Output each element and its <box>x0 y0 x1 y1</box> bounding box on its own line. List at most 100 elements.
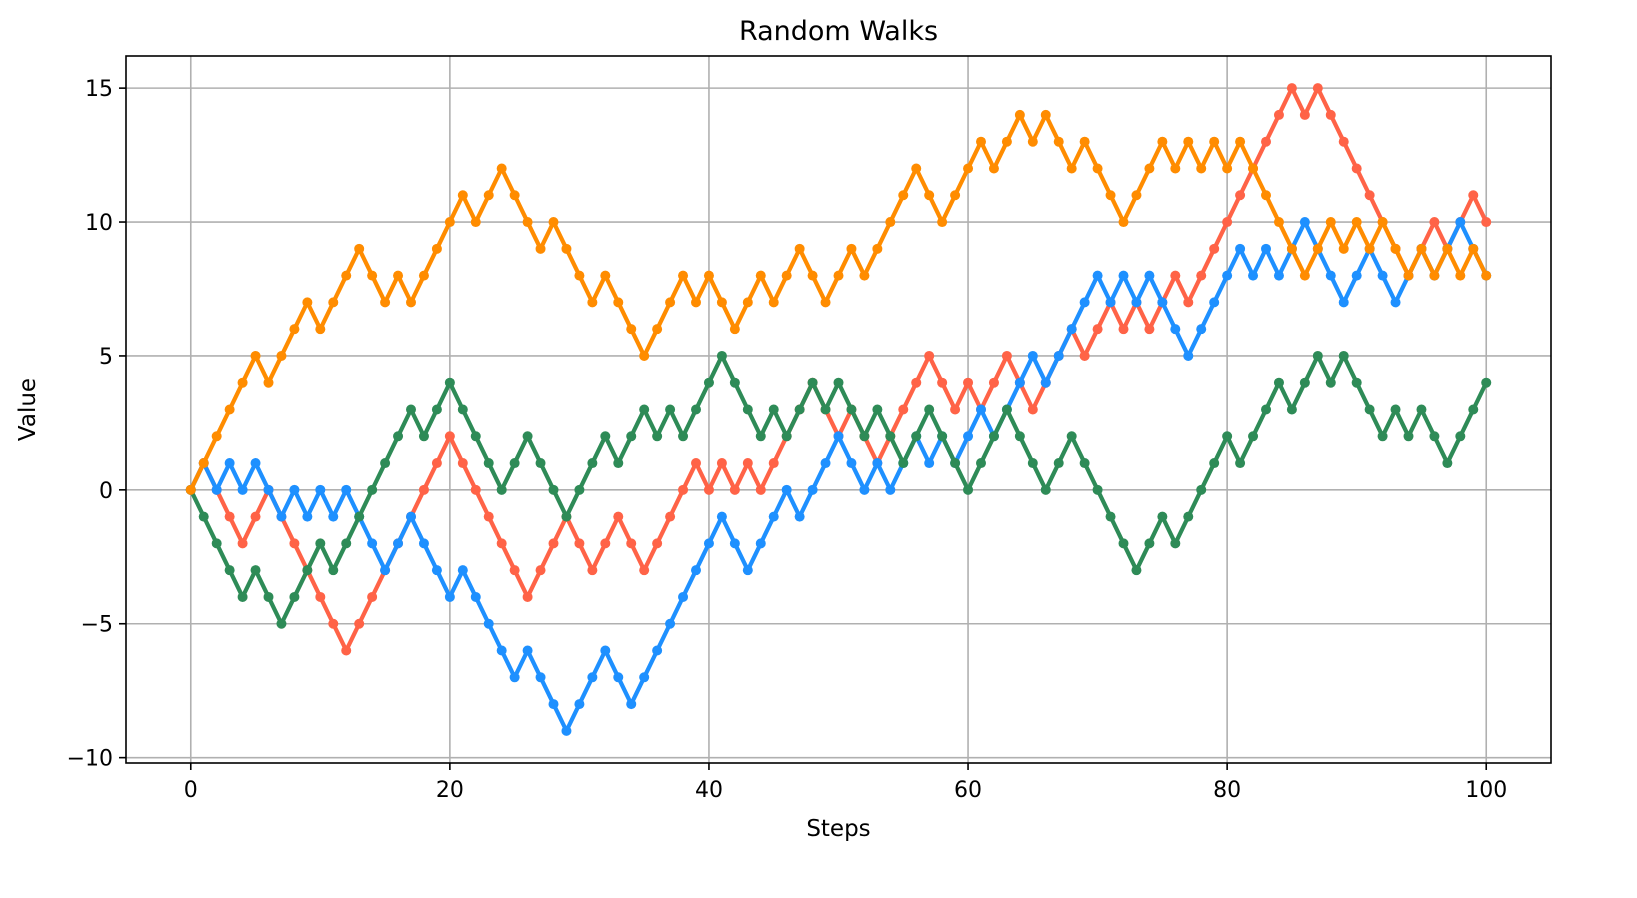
data-point <box>1429 270 1440 281</box>
y-tick-label: −5 <box>81 613 113 638</box>
data-point <box>431 565 442 576</box>
data-point <box>639 404 650 415</box>
data-point <box>924 458 935 469</box>
x-tick-label: 40 <box>695 778 723 803</box>
data-point <box>457 458 468 469</box>
data-point <box>406 297 416 308</box>
data-point <box>1053 350 1064 361</box>
data-point <box>1105 190 1116 201</box>
data-point <box>716 458 727 469</box>
data-point <box>224 511 235 522</box>
data-point <box>1209 136 1220 147</box>
data-point <box>496 484 507 495</box>
data-point <box>1248 270 1259 281</box>
data-point <box>1403 270 1414 281</box>
data-point <box>976 404 986 415</box>
data-point <box>963 163 974 174</box>
data-point <box>1222 217 1233 228</box>
data-point <box>1157 136 1168 147</box>
data-point <box>678 484 689 495</box>
data-point <box>444 217 455 228</box>
series-3 <box>185 350 1492 629</box>
data-point <box>341 645 352 656</box>
data-point <box>276 350 287 361</box>
data-point <box>341 270 352 281</box>
data-point <box>289 591 300 602</box>
data-point <box>678 431 689 442</box>
data-point <box>418 484 429 495</box>
data-point <box>341 538 352 549</box>
data-point <box>924 404 935 415</box>
data-point <box>691 458 701 469</box>
data-point <box>224 458 235 469</box>
data-point <box>315 324 326 335</box>
data-point <box>1209 458 1220 469</box>
data-point <box>1066 163 1077 174</box>
data-point <box>1079 297 1090 308</box>
data-point <box>937 217 948 228</box>
data-point <box>509 190 520 201</box>
data-point <box>678 270 689 281</box>
data-point <box>587 297 598 308</box>
data-point <box>237 377 248 388</box>
data-point <box>1261 190 1271 201</box>
data-point <box>872 458 883 469</box>
data-point <box>380 565 391 576</box>
data-point <box>393 431 404 442</box>
data-point <box>613 458 624 469</box>
data-point <box>1222 163 1233 174</box>
data-point <box>1468 404 1479 415</box>
data-point <box>522 431 533 442</box>
data-point <box>509 458 520 469</box>
data-point <box>1014 109 1025 120</box>
data-point <box>1170 163 1181 174</box>
data-point <box>846 458 857 469</box>
data-point <box>1183 136 1194 147</box>
data-point <box>1390 404 1401 415</box>
data-point <box>600 538 611 549</box>
y-tick-label: 10 <box>85 211 113 236</box>
data-point <box>1325 109 1336 120</box>
data-point <box>1390 297 1401 308</box>
data-point <box>496 538 507 549</box>
data-point <box>431 458 442 469</box>
data-point <box>1170 270 1181 281</box>
data-point <box>742 565 753 576</box>
data-point <box>548 217 559 228</box>
data-point <box>250 458 261 469</box>
data-point <box>924 350 935 361</box>
data-point <box>1053 136 1064 147</box>
data-point <box>483 190 494 201</box>
data-point <box>703 377 714 388</box>
data-point <box>509 672 520 683</box>
data-point <box>703 270 714 281</box>
data-point <box>1364 404 1375 415</box>
data-point <box>665 511 676 522</box>
data-point <box>1079 350 1090 361</box>
data-point <box>1299 217 1310 228</box>
data-point <box>263 484 274 495</box>
data-point <box>781 431 792 442</box>
data-point <box>1481 377 1492 388</box>
data-point <box>1066 431 1077 442</box>
data-point <box>574 484 585 495</box>
data-point <box>1351 163 1362 174</box>
data-point <box>833 270 844 281</box>
data-point <box>574 538 585 549</box>
data-point <box>1027 458 1038 469</box>
data-point <box>937 431 948 442</box>
data-point <box>1286 83 1297 94</box>
data-point <box>1144 538 1155 549</box>
data-point <box>833 431 844 442</box>
data-point <box>406 511 416 522</box>
data-point <box>988 163 999 174</box>
data-point <box>1261 243 1271 254</box>
data-point <box>820 297 831 308</box>
data-point <box>1338 350 1349 361</box>
data-point <box>276 618 287 629</box>
data-point <box>1092 484 1103 495</box>
data-point <box>444 431 455 442</box>
data-point <box>794 511 805 522</box>
